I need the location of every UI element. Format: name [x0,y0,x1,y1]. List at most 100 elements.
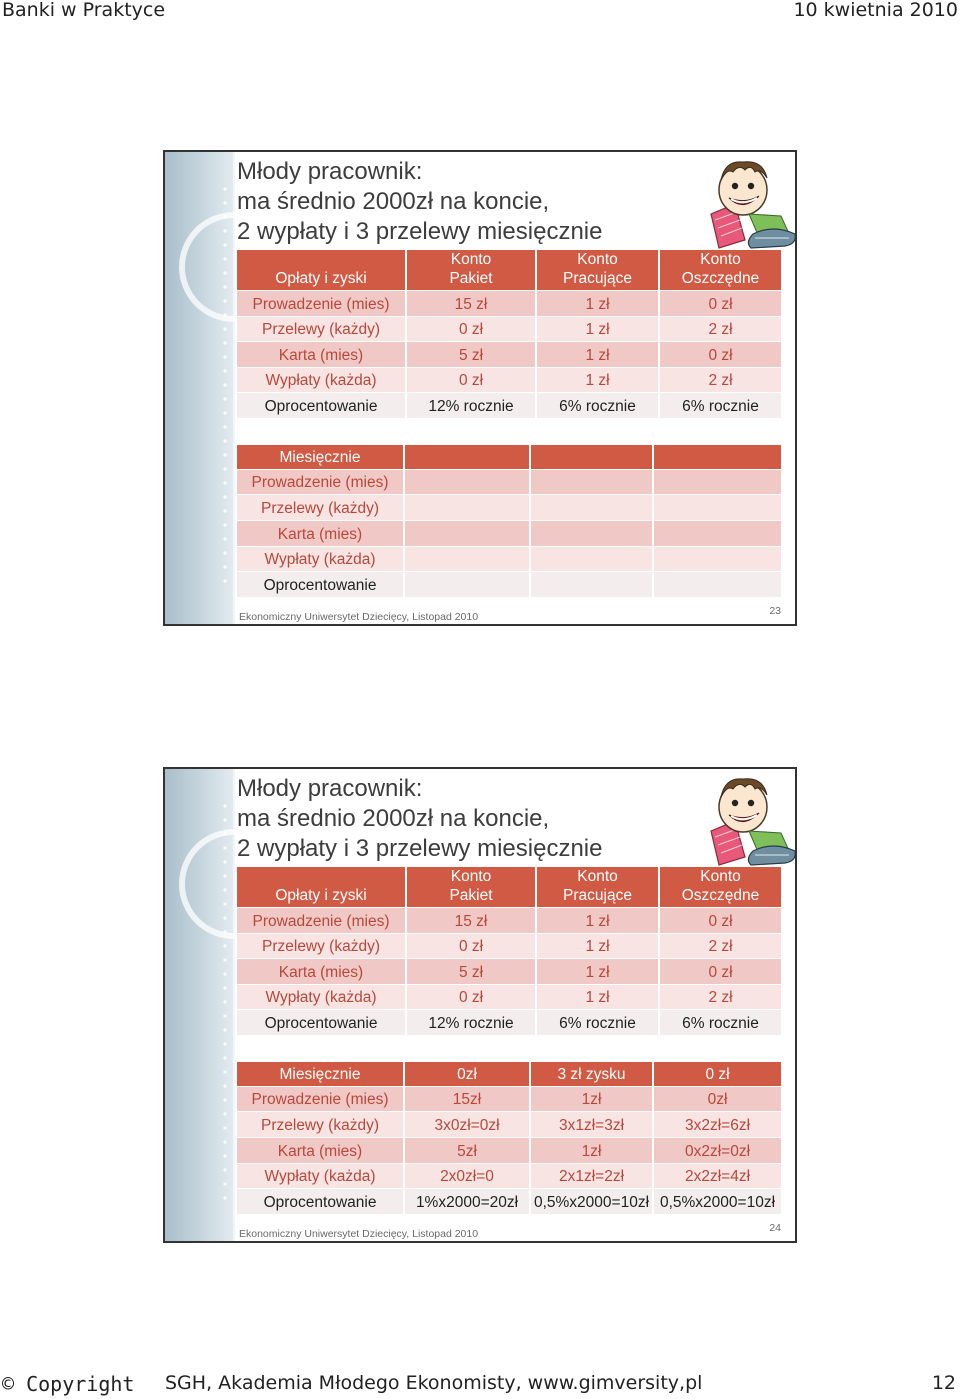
monthly-table: Miesięcznie 0zł 3 zł zysku 0 zł Prowadzenie … [237,1062,781,1215]
table-row: Przelewy (każdy) 3x0zł=0zł 3x1zł=3zł 3x2zł=… [237,1112,781,1138]
table-row: Prowadzenie (mies) [237,469,781,496]
monthly-header-cell [654,445,781,470]
row-label: Przelewy (każdy) [237,316,407,343]
row-value: 0 zł [660,908,781,934]
row-value: 6% rocznie [660,393,781,419]
row-label: Przelewy (każdy) [237,495,405,521]
row-value: 1 zł [537,933,660,960]
row-label: Karta (mies) [237,959,407,985]
slide-footer-text: Ekonomiczny Uniwersytet Dziecięcy, Listo… [239,611,479,623]
table-row: Przelewy (każdy) 0 zł 1 zł 2 zł [237,316,781,343]
decorative-dots-icon [221,799,229,1209]
page-number: 12 [931,1372,956,1394]
document-date: 10 kwietnia 2010 [793,0,958,21]
slide-title-line: 2 wypłaty i 3 przelewy miesięcznie [237,218,603,245]
row-value: 3x0zł=0zł [405,1112,531,1138]
row-value [531,572,654,598]
row-value: 0,5%x2000=10zł [654,1189,781,1215]
row-value: 2 zł [660,933,781,960]
row-label: Karta (mies) [237,342,407,368]
row-value: 5 zł [407,342,537,368]
table-row: Przelewy (każdy) 0 zł 1 zł 2 zł [237,933,781,960]
fees-header-cell: Konto Pakiet [407,250,537,291]
monthly-header-cell: 3 zł zysku [531,1062,654,1087]
page-header: Banki w Praktyce 10 kwietnia 2010 [0,0,960,26]
row-value: 0 zł [660,342,781,368]
row-label: Oprocentowanie [237,1010,407,1036]
table-row: Karta (mies) 5 zł 1 zł 0 zł [237,959,781,985]
slide-title: Młody pracownik: ma średnio 2000zł na kon… [237,774,707,864]
row-value: 2 zł [660,316,781,343]
fees-header-text: Konto Pakiet [449,868,493,904]
row-value [654,546,781,573]
table-row: Oprocentowanie 1%x2000=20zł 0,5%x2000=10zł… [237,1189,781,1215]
slide-stripe-edge [233,769,235,1241]
monthly-header-cell [531,445,654,470]
row-value: 5zł [405,1137,531,1164]
row-label: Oprocentowanie [237,572,405,598]
row-value: 6% rocznie [660,1010,781,1036]
row-label: Prowadzenie (mies) [237,291,407,317]
monthly-header-cell: 0zł [405,1062,531,1087]
row-label: Wypłaty (każda) [237,984,407,1011]
row-label: Wypłaty (każda) [237,1163,405,1190]
row-value [405,520,531,547]
row-label: Karta (mies) [237,520,405,547]
row-value: 2 zł [660,367,781,394]
table-row: Wypłaty (każda) 0 zł 1 zł 2 zł [237,367,781,394]
row-value: 5 zł [407,959,537,985]
row-value: 2x2zł=4zł [654,1163,781,1190]
row-value: 1 zł [537,342,660,368]
table-row: Karta (mies) 5zł 1zł 0x2zł=0zł [237,1137,781,1164]
row-value [405,546,531,573]
slide-title: Młody pracownik: ma średnio 2000zł na kon… [237,157,707,247]
decorative-dots-icon [221,182,229,592]
row-value: 0zł [654,1086,781,1113]
table-row: Wypłaty (każda) 0 zł 1 zł 2 zł [237,984,781,1011]
fees-header-cell: Opłaty i zyski [237,867,407,908]
fees-header-cell: Opłaty i zyski [237,250,407,291]
row-label: Wypłaty (każda) [237,546,405,573]
row-value: 0 zł [660,959,781,985]
row-value [654,495,781,521]
row-value: 6% rocznie [537,393,660,419]
row-value [654,469,781,496]
slide-title-line: 2 wypłaty i 3 przelewy miesięcznie [237,835,603,862]
row-value: 12% rocznie [407,393,537,419]
row-label: Prowadzenie (mies) [237,469,405,496]
monthly-header-cell: Miesięcznie [237,1062,405,1087]
table-row: Karta (mies) 5 zł 1 zł 0 zł [237,342,781,368]
table-row: Oprocentowanie [237,572,781,598]
table-row: Prowadzenie (mies) 15 zł 1 zł 0 zł [237,908,781,934]
row-value: 1zł [531,1137,654,1164]
row-value: 1%x2000=20zł [405,1189,531,1215]
slide-1: Młody pracownik: ma średnio 2000zł na kon… [163,150,797,626]
monthly-table: Miesięcznie Prowadzenie (mies) Przelewy (k… [237,445,781,598]
slide-title-line: ma średnio 2000zł na koncie, [237,188,550,215]
slide-number: 24 [769,1222,781,1234]
row-value: 15zł [405,1086,531,1113]
table-row: Wypłaty (każda) 2x0zł=0 2x1zł=2zł 2x2zł=4zł [237,1163,781,1190]
monthly-header-cell: 0 zł [654,1062,781,1087]
row-value: 1 zł [537,984,660,1011]
fees-header-text: Konto Pakiet [449,251,493,287]
slide-title-line: Młody pracownik: [237,158,423,185]
fees-header-cell: Konto Pakiet [407,867,537,908]
row-value: 1 zł [537,316,660,343]
fees-header-cell: Konto Pracujące [537,250,660,291]
row-value [654,520,781,547]
fees-header-text: Opłaty i zyski [275,270,367,287]
fees-header-text: Opłaty i zyski [275,887,367,904]
row-value [531,546,654,573]
cartoon-boy-mascot-icon [710,161,795,249]
row-value [405,469,531,496]
row-value: 1 zł [537,367,660,394]
row-value: 0 zł [407,367,537,394]
row-value [531,520,654,547]
copyright-text: SGH, Akademia Młodego Ekonomisty, www.gi… [165,1372,703,1394]
page-footer: © Copyright SGH, Akademia Młodego Ekonom… [0,1370,960,1399]
row-value: 1 zł [537,908,660,934]
fees-table: Opłaty i zyski Konto Pakiet Konto Pracujące K… [237,867,781,1036]
row-value [654,572,781,598]
table-row: Wypłaty (każda) [237,546,781,573]
